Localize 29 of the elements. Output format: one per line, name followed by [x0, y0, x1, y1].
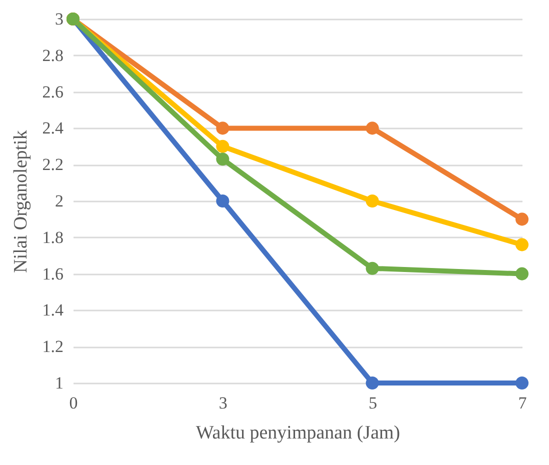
y-tick-label: 1.4	[42, 300, 64, 320]
y-tick-label: 1	[55, 374, 64, 392]
point	[216, 152, 230, 166]
point	[216, 194, 230, 208]
y-tick-label: 2	[55, 192, 64, 210]
point	[366, 122, 379, 135]
y-tick-label: 1.2	[42, 337, 64, 356]
point	[515, 376, 529, 390]
point	[515, 212, 529, 226]
x-axis-title: Waktu penyimpanan (Jam)	[196, 422, 400, 444]
y-tick-label: 2.2	[42, 155, 64, 174]
point	[366, 194, 379, 208]
point	[515, 267, 529, 280]
point	[366, 376, 379, 390]
y-tick-label: 2.4	[42, 118, 64, 138]
y-tick-label: 2.6	[42, 82, 64, 102]
y-tick-label: 2.8	[42, 46, 64, 65]
point	[216, 140, 230, 153]
y-tick-label: 1.8	[42, 228, 64, 247]
x-tick-label: 0	[69, 394, 78, 412]
y-axis-title: Nilai Organoleptik	[10, 130, 32, 273]
point	[216, 122, 230, 135]
y-tick-label: 1.6	[42, 264, 64, 284]
x-tick-label: 7	[518, 394, 528, 412]
y-tick-label: 3	[55, 10, 64, 28]
point	[515, 238, 529, 252]
point	[366, 262, 379, 275]
x-tick-label: 3	[218, 394, 228, 412]
x-tick-label: 5	[368, 394, 378, 412]
